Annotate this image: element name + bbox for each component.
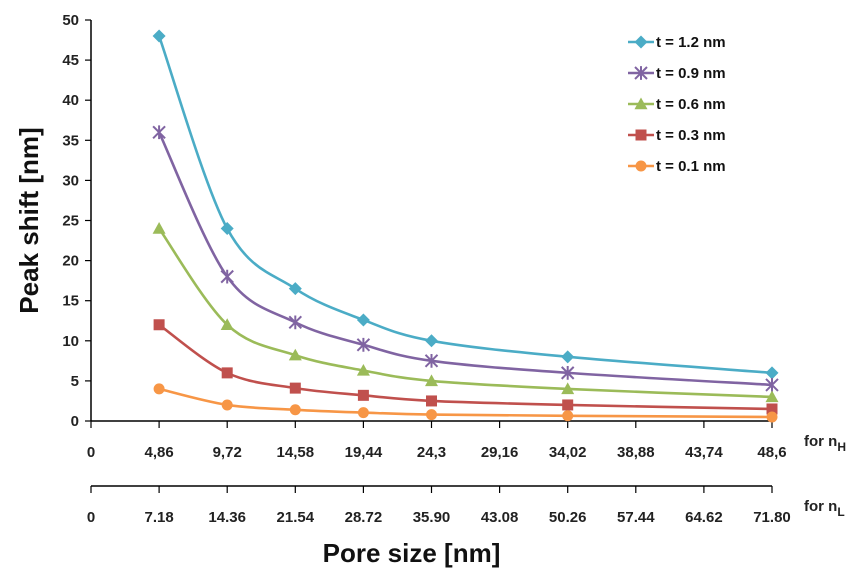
data-point: [766, 403, 778, 415]
data-point: [425, 374, 438, 387]
data-point: [424, 353, 439, 368]
data-point: [356, 337, 371, 352]
y-axis-title: Peak shift [nm]: [14, 127, 44, 313]
legend-marker: [634, 66, 648, 80]
legend-marker: [634, 97, 648, 110]
x-tick-label: 0: [87, 509, 95, 526]
data-point: [562, 410, 574, 422]
x-tick-label: 48,6: [757, 444, 786, 461]
data-point: [220, 318, 234, 330]
data-point: [152, 125, 166, 140]
y-tick-label: 50: [62, 12, 79, 29]
x-tick-label: 43.08: [481, 509, 519, 526]
legend-label: t = 0.9 nm: [656, 65, 726, 82]
y-tick-label: 15: [62, 293, 79, 310]
legend-marker: [635, 129, 647, 141]
legend-label: t = 1.2 nm: [656, 34, 726, 51]
data-point: [288, 315, 303, 330]
data-point: [289, 382, 301, 394]
data-point: [220, 269, 234, 284]
y-tick-label: 10: [62, 333, 79, 350]
x-tick-label: 28.72: [345, 509, 383, 526]
x-tick-label: 71.80: [753, 509, 791, 526]
x-tick-label: 50.26: [549, 509, 587, 526]
data-point: [356, 313, 370, 327]
data-point: [289, 404, 301, 416]
x-tick-label: 9,72: [213, 444, 242, 461]
data-point: [356, 363, 370, 376]
data-point: [765, 366, 779, 380]
data-point: [357, 389, 369, 401]
data-point: [560, 365, 575, 380]
x-tick-label: 14,58: [277, 444, 315, 461]
y-tick-label: 30: [62, 172, 79, 189]
data-point: [152, 222, 166, 234]
x-tick-label: 43,74: [685, 444, 723, 461]
data-point: [357, 407, 369, 419]
x-tick-label: 38,88: [617, 444, 655, 461]
data-point: [425, 334, 438, 348]
x-tick-label: 34,02: [549, 444, 587, 461]
legend-marker: [634, 35, 648, 49]
legend-label: t = 0.1 nm: [656, 158, 726, 175]
y-tick-label: 35: [62, 132, 79, 149]
x-tick-label: 21.54: [277, 509, 315, 526]
x-tick-label: 24,3: [417, 444, 446, 461]
legend-label: t = 0.6 nm: [656, 96, 726, 113]
data-point: [220, 222, 234, 236]
y-tick-label: 20: [62, 253, 79, 270]
data-point: [766, 411, 778, 423]
x-tick-label: 4,86: [144, 444, 173, 461]
x-tick-label: 64.62: [685, 509, 723, 526]
data-point: [561, 350, 575, 364]
x-axis-variant-label: for nL: [804, 498, 845, 519]
x-tick-label: 0: [87, 444, 95, 461]
legend-marker: [635, 160, 647, 172]
x-tick-label: 29,16: [481, 444, 519, 461]
x-axis-title: Pore size [nm]: [323, 538, 501, 568]
data-point: [288, 348, 302, 361]
data-point: [765, 378, 779, 392]
series-line: [158, 227, 773, 399]
x-tick-label: 19,44: [345, 444, 383, 461]
x-tick-label: 57.44: [617, 509, 655, 526]
series-line: [157, 131, 773, 387]
series-line: [157, 35, 773, 375]
data-point: [221, 367, 233, 379]
data-point: [153, 319, 165, 331]
y-tick-label: 45: [62, 52, 79, 69]
data-point: [426, 409, 437, 421]
y-tick-label: 0: [71, 413, 79, 430]
y-tick-label: 25: [62, 213, 79, 230]
x-tick-label: 14.36: [208, 509, 246, 526]
x-axis-variant-label: for nH: [804, 433, 846, 454]
data-point: [765, 390, 779, 403]
y-tick-label: 5: [71, 373, 79, 390]
data-point: [426, 395, 437, 407]
data-point: [561, 382, 575, 395]
data-point: [153, 383, 165, 395]
data-point: [152, 29, 166, 43]
data-point: [562, 399, 574, 411]
x-tick-label: 35.90: [413, 509, 451, 526]
data-point: [288, 282, 302, 296]
y-tick-label: 40: [62, 92, 79, 109]
data-point: [221, 399, 233, 411]
x-tick-label: 7.18: [144, 509, 173, 526]
legend-label: t = 0.3 nm: [656, 127, 726, 144]
